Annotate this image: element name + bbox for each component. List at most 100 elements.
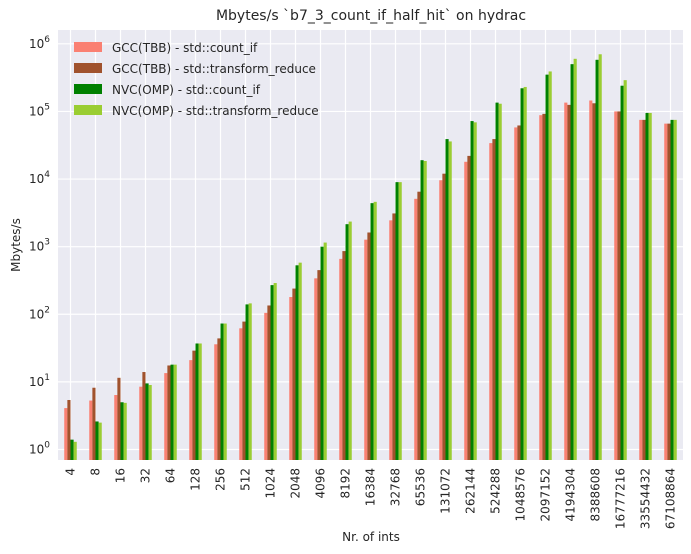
bar [98, 422, 102, 460]
x-tick-label: 33554432 [639, 468, 653, 529]
bar [170, 364, 174, 460]
bar [520, 88, 524, 460]
y-tick-label: 102 [29, 305, 50, 321]
bar [264, 312, 268, 460]
x-tick-label: 32768 [389, 468, 403, 506]
bar [420, 160, 424, 461]
bar [298, 262, 302, 460]
bar [73, 441, 77, 460]
bar [448, 141, 452, 460]
bar [620, 85, 624, 461]
bar [589, 100, 593, 461]
y-tick-label: 103 [29, 238, 50, 254]
x-tick-label: 4194304 [564, 468, 578, 521]
bar [445, 139, 449, 460]
bar [492, 139, 496, 460]
bar [320, 246, 324, 460]
bar [498, 103, 502, 460]
bar [523, 86, 527, 460]
chart-title: Mbytes/s `b7_3_count_if_half_hit` on hyd… [216, 8, 526, 24]
bar [217, 338, 221, 460]
legend-swatch [74, 105, 102, 115]
bar [567, 104, 571, 460]
x-tick-label: 4096 [314, 468, 328, 499]
bar [595, 59, 599, 460]
bar [142, 372, 146, 460]
legend-label: NVC(OMP) - std::transform_reduce [112, 104, 319, 118]
legend-swatch [74, 84, 102, 94]
bar [114, 395, 118, 460]
x-tick-label: 64 [164, 468, 178, 483]
bar [395, 182, 399, 460]
y-tick-label: 105 [29, 102, 50, 118]
bar [67, 400, 71, 460]
bar [592, 103, 596, 460]
y-tick-label: 104 [29, 170, 50, 186]
bar [239, 328, 243, 460]
y-ticks: 100 101 102 103 104 105 106 [29, 35, 50, 457]
bar [295, 265, 299, 460]
bar [573, 58, 577, 461]
x-tick-label: 8388608 [589, 468, 603, 521]
bar [267, 305, 271, 460]
x-tick-label: 8 [89, 468, 103, 476]
bar [642, 119, 646, 460]
bar [614, 111, 618, 460]
y-tick-label: 100 [29, 441, 50, 457]
bar [89, 400, 93, 460]
bar [192, 350, 196, 460]
x-tick-label: 131072 [439, 468, 453, 514]
bar [598, 54, 602, 461]
bars [64, 54, 677, 461]
legend-label: GCC(TBB) - std::count_if [112, 41, 258, 55]
bar [223, 323, 227, 460]
bar [639, 119, 643, 460]
bar [270, 285, 274, 460]
bar [442, 173, 446, 460]
x-tick-label: 8192 [339, 468, 353, 499]
bar [473, 122, 477, 460]
bar [423, 160, 427, 460]
x-tick-label: 262144 [464, 468, 478, 514]
bar [167, 365, 171, 460]
bar [339, 258, 343, 460]
bar [189, 360, 193, 460]
bar [92, 387, 96, 460]
bar [123, 402, 127, 460]
bar [148, 384, 152, 460]
bar [317, 270, 321, 460]
bar [398, 182, 402, 460]
x-tick-label: 4 [64, 468, 78, 476]
bar [670, 119, 674, 460]
y-tick-label: 101 [29, 373, 50, 389]
bar [367, 232, 371, 460]
bar [164, 373, 168, 460]
bar [564, 102, 568, 460]
bar [364, 239, 368, 460]
bar [489, 143, 493, 460]
bar [414, 198, 418, 460]
x-tick-label: 65536 [414, 468, 428, 506]
bar [145, 383, 149, 460]
bar [120, 402, 124, 460]
legend-swatch [74, 42, 102, 52]
x-tick-label: 128 [189, 468, 203, 491]
bar [373, 201, 377, 460]
bar [195, 343, 199, 460]
bar [117, 377, 121, 460]
bar [64, 408, 68, 460]
x-tick-label: 67108864 [664, 468, 678, 529]
bar [139, 386, 143, 460]
x-tick-label: 16777216 [614, 468, 628, 529]
bar [645, 112, 649, 460]
bar [370, 203, 374, 460]
x-tick-label: 512 [239, 468, 253, 491]
x-tick-label: 2048 [289, 468, 303, 499]
bar [673, 119, 677, 460]
bar [242, 321, 246, 460]
bar [545, 74, 549, 460]
bar [417, 191, 421, 460]
bar [664, 123, 668, 460]
